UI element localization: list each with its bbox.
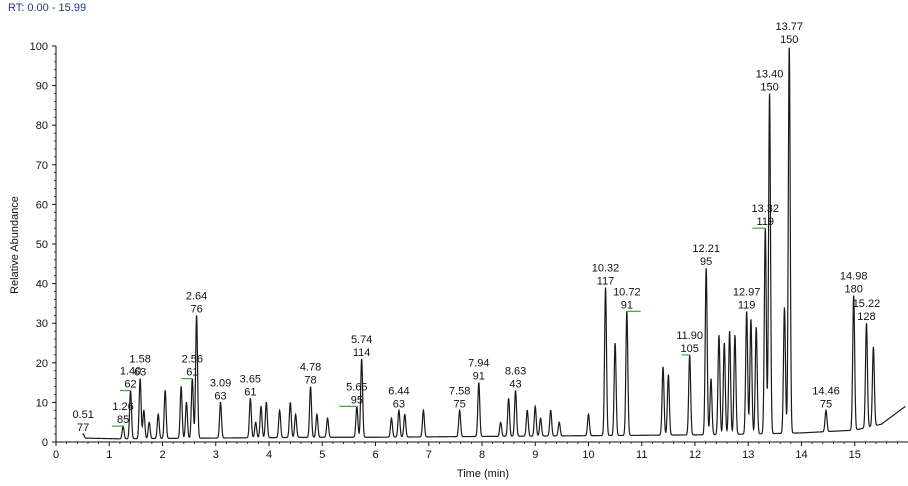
y-tick-label: 10 [36, 397, 48, 409]
x-tick-label: 11 [636, 449, 647, 461]
peak-rt-label: 10.72 [613, 286, 641, 298]
x-tick-label: 6 [372, 449, 378, 461]
peak-rt-label: 10.32 [592, 263, 620, 275]
peak-mz-label: 63 [214, 390, 226, 402]
peak-mz-label: 119 [757, 216, 775, 228]
y-tick-label: 70 [36, 160, 48, 172]
peak-mz-label: 150 [780, 34, 798, 46]
peak-mz-label: 105 [680, 343, 698, 355]
peak-mz-label: 78 [304, 375, 316, 387]
peak-mz-label: 75 [454, 398, 466, 410]
x-axis-ticks: 0 1 2 3 4 5 6 7 8 9 10 11 12 13 14 15 [53, 442, 898, 461]
peak-rt-label: 15.22 [853, 298, 881, 310]
x-tick-label: 1 [106, 449, 112, 461]
peak-mz-label: 114 [353, 347, 371, 359]
peak-rt-label: 2.64 [186, 290, 207, 302]
peak-rt-label: 6.44 [388, 385, 409, 397]
y-tick-label: 0 [42, 437, 48, 449]
peak-mz-label: 76 [190, 303, 202, 315]
peak-mz-label: 61 [244, 386, 256, 398]
y-tick-label: 80 [36, 120, 48, 132]
rt-range-header: RT: 0.00 - 15.99 [8, 2, 86, 14]
peak-leader-lines [111, 227, 766, 427]
x-axis-label: Time (min) [457, 468, 509, 480]
peak-mz-label: 95 [700, 256, 712, 268]
peak-mz-label: 119 [738, 299, 756, 311]
peak-rt-label: 7.94 [468, 358, 489, 370]
peak-mz-label: 62 [124, 379, 136, 391]
peak-rt-label: 11.90 [676, 330, 703, 342]
peak-rt-label: 5.74 [351, 334, 372, 346]
peak-rt-label: 13.32 [752, 203, 780, 215]
peak-mz-label: 63 [134, 367, 146, 379]
rt-prefix: RT: [8, 2, 25, 14]
peak-rt-label: 8.63 [505, 366, 526, 378]
x-tick-label: 3 [213, 449, 219, 461]
peak-rt-label: 3.09 [210, 377, 231, 389]
peak-mz-label: 180 [845, 283, 863, 295]
x-tick-label: 13 [742, 449, 754, 461]
y-tick-label: 30 [36, 318, 48, 330]
y-axis-ticks: 0 10 20 30 40 50 60 70 80 90 100 [30, 41, 56, 449]
peak-rt-label: 2.56 [182, 354, 203, 366]
x-tick-label: 9 [532, 449, 538, 461]
y-axis-label: Relative Abundance [9, 196, 21, 294]
peak-mz-label: 61 [186, 367, 198, 379]
peak-rt-label: 7.58 [449, 385, 470, 397]
x-tick-label: 10 [582, 449, 594, 461]
peak-mz-label: 75 [820, 398, 832, 410]
peak-mz-label: 91 [473, 371, 485, 383]
chromatogram-trace [82, 47, 906, 440]
y-tick-label: 90 [36, 81, 48, 93]
peak-mz-label: 91 [621, 299, 633, 311]
peak-labels: 0.51771.26851.40621.58632.56612.64763.09… [72, 21, 880, 434]
peak-rt-label: 13.77 [775, 21, 803, 33]
peak-mz-label: 150 [760, 82, 778, 94]
y-tick-label: 60 [36, 199, 48, 211]
x-tick-label: 7 [426, 449, 432, 461]
peak-rt-label: 12.97 [733, 286, 761, 298]
x-tick-label: 12 [689, 449, 701, 461]
peak-rt-label: 13.40 [756, 69, 784, 81]
peak-rt-label: 3.65 [240, 373, 261, 385]
y-tick-label: 50 [36, 239, 48, 251]
y-tick-label: 100 [30, 41, 48, 53]
peak-mz-label: 128 [857, 311, 875, 323]
peak-rt-label: 4.78 [300, 362, 321, 374]
peak-rt-label: 5.65 [346, 381, 367, 393]
peak-rt-label: 12.21 [692, 243, 720, 255]
y-tick-label: 20 [36, 358, 48, 370]
peak-mz-label: 117 [597, 276, 615, 288]
y-tick-label: 40 [36, 279, 48, 291]
peak-rt-label: 1.40 [120, 366, 141, 378]
rt-range-value: 0.00 - 15.99 [27, 2, 87, 14]
peak-rt-label: 14.98 [840, 270, 868, 282]
x-tick-label: 0 [53, 449, 59, 461]
peak-mz-label: 63 [393, 398, 405, 410]
peak-mz-label: 77 [77, 422, 89, 434]
x-tick-label: 2 [159, 449, 165, 461]
x-tick-label: 4 [266, 449, 272, 461]
peak-mz-label: 85 [117, 414, 129, 426]
peak-rt-label: 14.46 [812, 385, 840, 397]
x-tick-label: 15 [849, 449, 861, 461]
peak-rt-label: 1.26 [112, 401, 133, 413]
peak-rt-label: 0.51 [72, 409, 93, 421]
peak-mz-label: 95 [351, 394, 363, 406]
x-tick-label: 14 [795, 449, 807, 461]
peak-mz-label: 43 [509, 379, 521, 391]
x-tick-label: 8 [479, 449, 485, 461]
peak-rt-label: 1.58 [129, 354, 150, 366]
x-tick-label: 5 [319, 449, 325, 461]
